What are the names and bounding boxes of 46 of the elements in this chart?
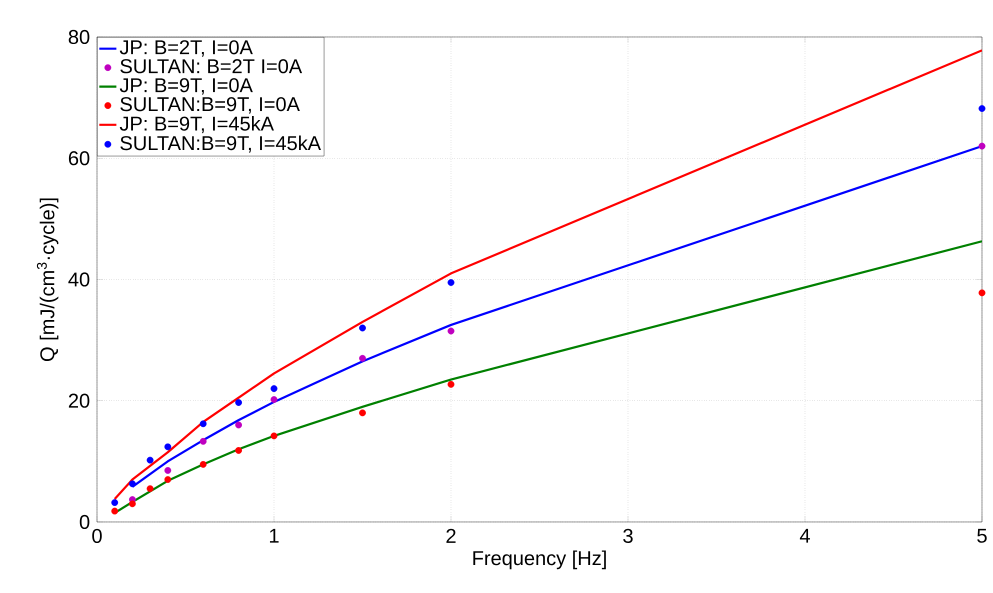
point — [200, 438, 207, 445]
point — [270, 396, 278, 403]
point — [448, 279, 454, 286]
y-tick-label: 40 — [68, 272, 90, 287]
legend-label: JP: B=2T, I=0A — [120, 40, 253, 57]
legend-label: SULTAN:B=9T, I=0A — [120, 97, 300, 114]
point — [129, 480, 136, 488]
point — [978, 142, 986, 150]
x-tick-label: 2 — [446, 528, 456, 543]
point — [164, 476, 172, 483]
point — [235, 447, 242, 454]
point — [235, 422, 242, 428]
y-tick-label: 60 — [68, 151, 90, 166]
point — [448, 380, 454, 388]
point — [146, 485, 154, 492]
point — [164, 443, 172, 450]
x-axis-title: Frequency [Hz] — [473, 550, 606, 570]
point — [359, 324, 366, 332]
point — [270, 385, 278, 392]
point — [164, 467, 172, 474]
x-tick-label: 1 — [270, 528, 279, 543]
point — [200, 420, 207, 428]
legend-label: JP: B=9T, I=45kA — [120, 116, 274, 134]
legend-label: SULTAN:B=9T, I=45kA — [120, 136, 321, 153]
y-tick-label: 20 — [68, 394, 90, 408]
point — [111, 499, 118, 506]
legend-label: JP: B=9T, I=0A — [120, 78, 253, 95]
point — [235, 399, 242, 406]
x-tick-label: 5 — [977, 528, 987, 543]
y-tick-label: 80 — [68, 30, 90, 44]
point — [978, 105, 986, 112]
point — [359, 354, 366, 362]
point — [448, 328, 454, 334]
y-tick-label: 0 — [80, 514, 90, 530]
x-tick-label: 4 — [800, 528, 810, 543]
point — [200, 460, 207, 468]
legend-label: SULTAN: B=2T I=0A — [120, 59, 302, 74]
y-axis-title: Q [mJ/(cm$^{3}$·cycle)] — [36, 198, 58, 362]
x-tick-label: 0 — [92, 528, 102, 544]
x-tick-label: 3 — [623, 528, 633, 544]
point — [978, 289, 986, 296]
point — [146, 456, 154, 464]
point — [129, 500, 136, 508]
point — [359, 409, 366, 416]
point — [270, 432, 278, 440]
point — [111, 508, 118, 514]
